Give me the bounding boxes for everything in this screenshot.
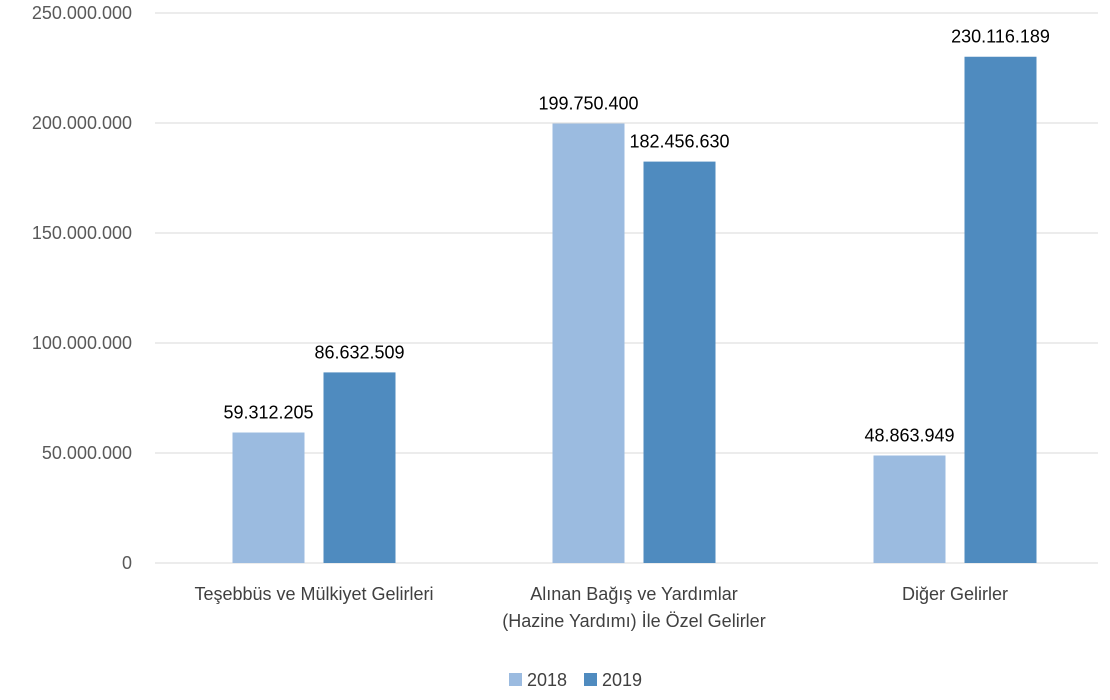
y-tick-label: 50.000.000 [42,443,132,463]
bar-2019 [643,161,716,564]
bar-2018 [232,432,305,563]
y-tick-label: 200.000.000 [32,113,132,133]
bars [232,56,1037,564]
data-label: 230.116.189 [951,27,1050,47]
category-label: (Hazine Yardımı) İle Özel Gelirler [502,611,765,631]
category-label: Alınan Bağış ve Yardımlar [530,584,737,604]
category-label: Diğer Gelirler [902,584,1008,604]
legend-swatch-2018 [509,673,522,686]
data-label: 59.312.205 [223,403,313,423]
x-axis-category-labels: Teşebbüs ve Mülkiyet Gelirleri Alınan Bağ… [194,584,1008,631]
y-tick-label: 0 [122,553,132,573]
data-label: 182.456.630 [629,132,729,152]
y-tick-label: 150.000.000 [32,223,132,243]
bar-2018 [552,123,625,563]
legend-label: 2019 [602,670,642,690]
bar-2019 [964,56,1037,563]
legend-label: 2018 [527,670,567,690]
bar-2018 [873,455,946,563]
data-label: 48.863.949 [864,425,954,445]
data-label: 86.632.509 [314,342,404,362]
legend-swatch-2019 [584,673,597,686]
y-axis-tick-labels: 0 50.000.000 100.000.000 150.000.000 200.000… [32,3,132,573]
y-tick-label: 100.000.000 [32,333,132,353]
data-labels: 59.312.205 86.632.509 199.750.400 182.456.6… [223,27,1049,446]
category-label: Teşebbüs ve Mülkiyet Gelirleri [194,584,433,604]
bar-2019 [323,372,396,563]
data-label: 199.750.400 [538,94,638,114]
legend: 2018 2019 [509,670,642,690]
y-tick-label: 250.000.000 [32,3,132,23]
